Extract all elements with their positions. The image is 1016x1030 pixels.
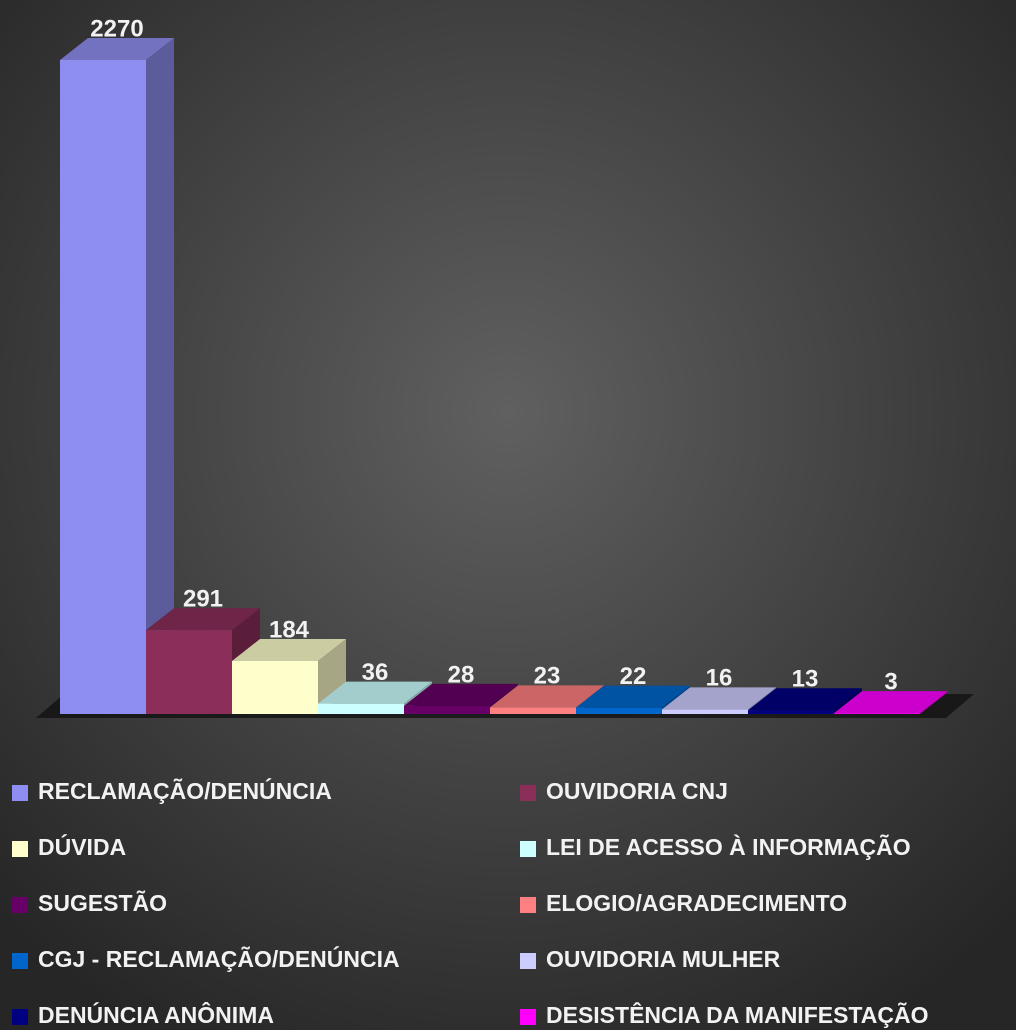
bar-side	[146, 38, 174, 714]
legend-label: LEI DE ACESSO À INFORMAÇÃO	[546, 833, 911, 860]
legend-label: DÚVIDA	[38, 833, 126, 860]
data-label: 2270	[90, 15, 143, 42]
legend-swatch	[12, 897, 28, 913]
bar	[318, 703, 404, 714]
data-label: 16	[706, 665, 733, 692]
bar-top	[748, 688, 862, 711]
bar-top	[834, 691, 948, 714]
legend-swatch	[520, 897, 536, 913]
bar-top	[576, 685, 690, 708]
legend-swatch	[520, 785, 536, 801]
legend-swatch	[12, 785, 28, 801]
legend-swatch	[520, 953, 536, 969]
bar	[60, 60, 146, 714]
bar-top	[490, 685, 604, 708]
data-label: 22	[620, 663, 647, 690]
data-label: 13	[792, 666, 819, 693]
data-label: 184	[269, 616, 310, 643]
data-label: 23	[534, 663, 561, 690]
legend-swatch	[12, 841, 28, 857]
bar-top	[404, 683, 518, 706]
legend-label: RECLAMAÇÃO/DENÚNCIA	[38, 777, 332, 804]
bar-top	[662, 687, 776, 710]
legend-label: DENÚNCIA ANÔNIMA	[38, 1001, 274, 1028]
bar	[834, 713, 920, 714]
bar	[662, 709, 748, 714]
data-label: 36	[362, 659, 389, 686]
legend-swatch	[520, 841, 536, 857]
bar-top	[318, 681, 432, 704]
legend-label: OUVIDORIA CNJ	[546, 778, 728, 804]
data-label: 28	[448, 661, 475, 688]
bar-side	[920, 691, 948, 714]
legend-swatch	[12, 953, 28, 969]
bar	[404, 705, 490, 714]
legend-label: SUGESTÃO	[38, 889, 167, 916]
bar-side	[834, 688, 862, 714]
bar-top	[232, 638, 346, 661]
bar	[576, 707, 662, 714]
bar	[748, 710, 834, 714]
legend-swatch	[520, 1009, 536, 1025]
data-label: 291	[183, 586, 223, 613]
legend-label: ELOGIO/AGRADECIMENTO	[546, 890, 847, 916]
bar	[490, 707, 576, 714]
bar	[232, 660, 318, 714]
legend-label: CGJ - RECLAMAÇÃO/DENÚNCIA	[38, 945, 400, 972]
bar-top	[146, 608, 260, 631]
bar-top	[60, 38, 174, 60]
bar	[146, 630, 232, 714]
legend-swatch	[12, 1009, 28, 1025]
data-label: 3	[884, 668, 897, 695]
legend-label: OUVIDORIA MULHER	[546, 946, 781, 972]
legend-label: DESISTÊNCIA DA MANIFESTAÇÃO	[546, 1001, 929, 1028]
